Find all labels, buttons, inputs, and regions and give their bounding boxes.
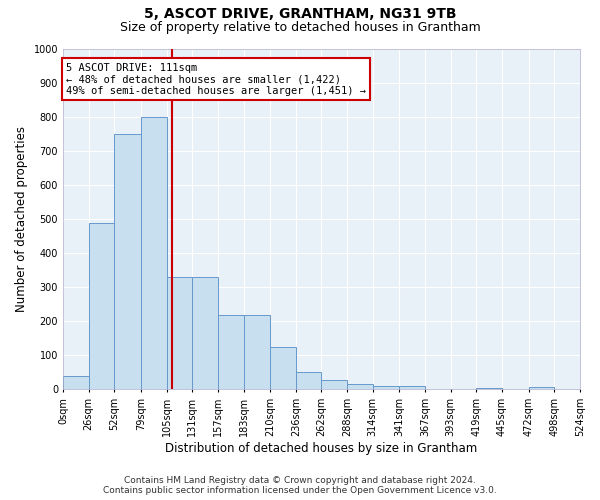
Bar [141,117,167,390]
Bar [400,386,425,390]
Bar [218,314,244,390]
Bar [89,222,114,390]
Bar [114,134,141,390]
Bar [296,372,322,390]
Text: Size of property relative to detached houses in Grantham: Size of property relative to detached ho… [119,21,481,34]
Bar [347,384,373,390]
Bar [192,277,218,390]
X-axis label: Distribution of detached houses by size in Grantham: Distribution of detached houses by size … [166,442,478,455]
Bar [373,386,400,390]
Bar [529,386,554,390]
Bar [167,277,192,390]
Text: 5 ASCOT DRIVE: 111sqm
← 48% of detached houses are smaller (1,422)
49% of semi-d: 5 ASCOT DRIVE: 111sqm ← 48% of detached … [66,62,366,96]
Text: 5, ASCOT DRIVE, GRANTHAM, NG31 9TB: 5, ASCOT DRIVE, GRANTHAM, NG31 9TB [144,8,456,22]
Text: Contains HM Land Registry data © Crown copyright and database right 2024.
Contai: Contains HM Land Registry data © Crown c… [103,476,497,495]
Bar [63,376,89,390]
Bar [244,314,270,390]
Bar [476,388,502,390]
Bar [270,347,296,390]
Bar [322,380,347,390]
Y-axis label: Number of detached properties: Number of detached properties [15,126,28,312]
